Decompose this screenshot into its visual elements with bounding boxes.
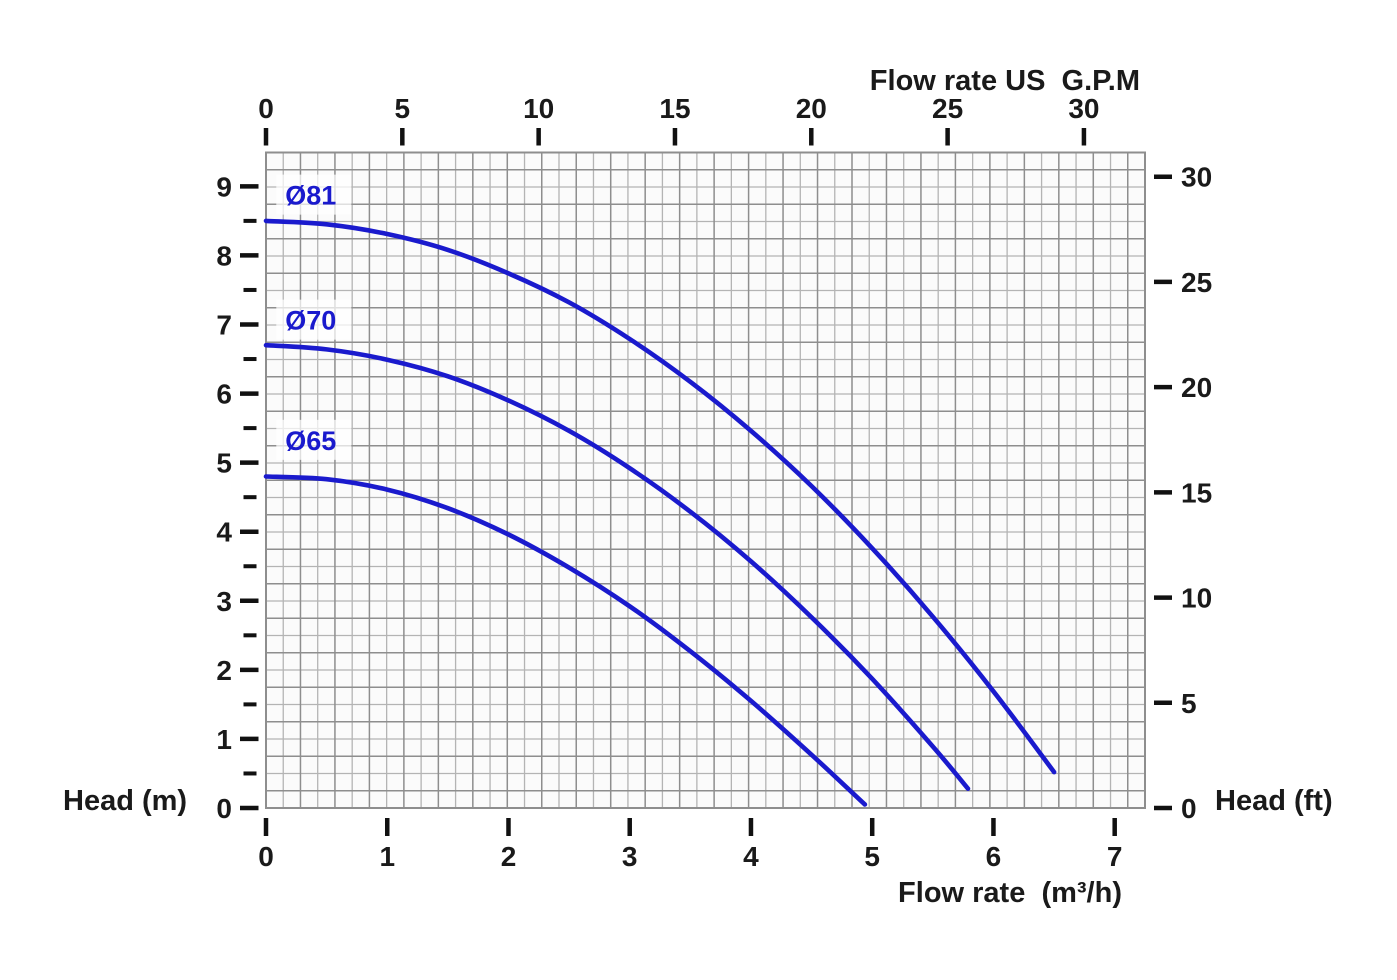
top-axis-title: Flow rate US G.P.M — [870, 65, 1140, 97]
bottom-axis-tick-label: 5 — [864, 841, 880, 872]
bottom-axis-tick-label: 1 — [379, 841, 395, 872]
curve-diameter-81 — [263, 218, 1057, 775]
right-axis-tick-label: 0 — [1181, 793, 1197, 824]
left-axis-title: Head (m) — [63, 785, 187, 817]
curves-layer: Ø81 Ø70 Ø65 — [263, 174, 1057, 807]
bottom-axis-tick-label: 2 — [501, 841, 517, 872]
curve-label-background-65 — [276, 419, 352, 460]
curve-diameter-70 — [263, 342, 971, 791]
ticks-layer: 0 1 2 3 4 5 6 7 0 5 10 15 20 25 30 0 1 2 3 4 5 6 7 8 9 0 5 10 15 20 25… — [216, 93, 1212, 872]
right-axis-tick-label: 30 — [1181, 162, 1212, 193]
bottom-axis-tick-label: 0 — [258, 841, 274, 872]
right-axis-title: Head (ft) — [1215, 785, 1333, 817]
left-axis-tick-label: 7 — [216, 309, 232, 340]
bottom-axis-tick-label: 4 — [743, 841, 759, 872]
top-axis-tick-label: 30 — [1068, 93, 1099, 124]
right-axis-tick-label: 10 — [1181, 583, 1212, 614]
right-axis-tick-label: 25 — [1181, 267, 1212, 298]
curve-label-background-70 — [276, 299, 352, 340]
top-axis-tick-label: 5 — [395, 93, 411, 124]
top-axis-tick-label: 15 — [659, 93, 690, 124]
right-axis-tick-label: 20 — [1181, 372, 1212, 403]
bottom-axis-tick-label: 6 — [986, 841, 1002, 872]
left-axis-tick-label: 2 — [216, 655, 232, 686]
left-axis-tick-label: 8 — [216, 240, 232, 271]
left-axis-tick-label: 5 — [216, 448, 232, 479]
curve-label-65: Ø65 — [285, 426, 336, 456]
left-axis-tick-label: 4 — [216, 517, 232, 548]
left-axis-tick-label: 1 — [216, 724, 232, 755]
grid-layer — [265, 151, 1146, 809]
curve-diameter-65 — [263, 474, 868, 807]
grid-major-lines — [266, 152, 1145, 808]
right-axis-tick-label: 5 — [1181, 688, 1197, 719]
bottom-axis-tick-label: 7 — [1107, 841, 1123, 872]
left-axis-tick-label: 9 — [216, 171, 232, 202]
top-axis-tick-label: 20 — [796, 93, 827, 124]
plot-border — [265, 151, 1146, 809]
bottom-axis-title: Flow rate (m³/h) — [898, 877, 1122, 909]
top-axis-tick-label: 0 — [258, 93, 274, 124]
bottom-axis-tick-label: 3 — [622, 841, 638, 872]
top-axis-tick-label: 10 — [523, 93, 554, 124]
right-axis-tick-label: 15 — [1181, 477, 1212, 508]
left-axis-tick-label: 3 — [216, 586, 232, 617]
left-axis-tick-label: 0 — [216, 793, 232, 824]
left-axis-tick-label: 6 — [216, 379, 232, 410]
curve-label-81: Ø81 — [285, 181, 336, 211]
top-axis-tick-label: 25 — [932, 93, 963, 124]
curve-label-70: Ø70 — [285, 306, 336, 336]
curve-label-background-81 — [276, 174, 352, 215]
